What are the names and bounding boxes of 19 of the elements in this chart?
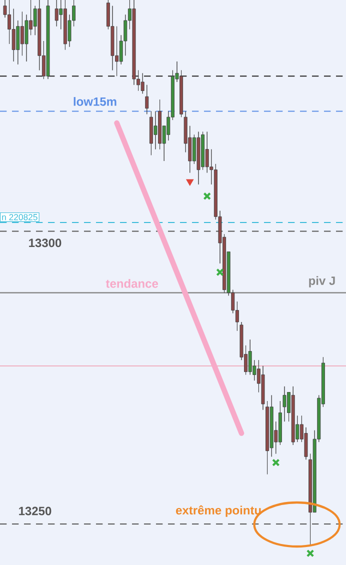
- ref-line-label: 13250: [19, 506, 52, 516]
- ref-line-label: 13300: [29, 238, 62, 248]
- series-label: tendance: [106, 279, 158, 288]
- ref-line-label: piv J: [309, 276, 335, 288]
- point: [203, 192, 211, 200]
- ref-line-label: low15m: [74, 97, 116, 106]
- point: [186, 179, 194, 186]
- annotation: extrême pointu: [176, 505, 261, 517]
- candlestick: [140, 72, 144, 94]
- point: [216, 268, 224, 276]
- point: [306, 549, 314, 558]
- candlestick: [145, 84, 149, 114]
- candlestick: [282, 386, 286, 422]
- candlestick: [196, 132, 200, 185]
- point: [272, 458, 280, 466]
- candlestick: [54, 0, 58, 27]
- candlestick: [46, 0, 50, 80]
- ref-line-label: n 220825: [2, 214, 38, 220]
- candlestick: [291, 386, 295, 446]
